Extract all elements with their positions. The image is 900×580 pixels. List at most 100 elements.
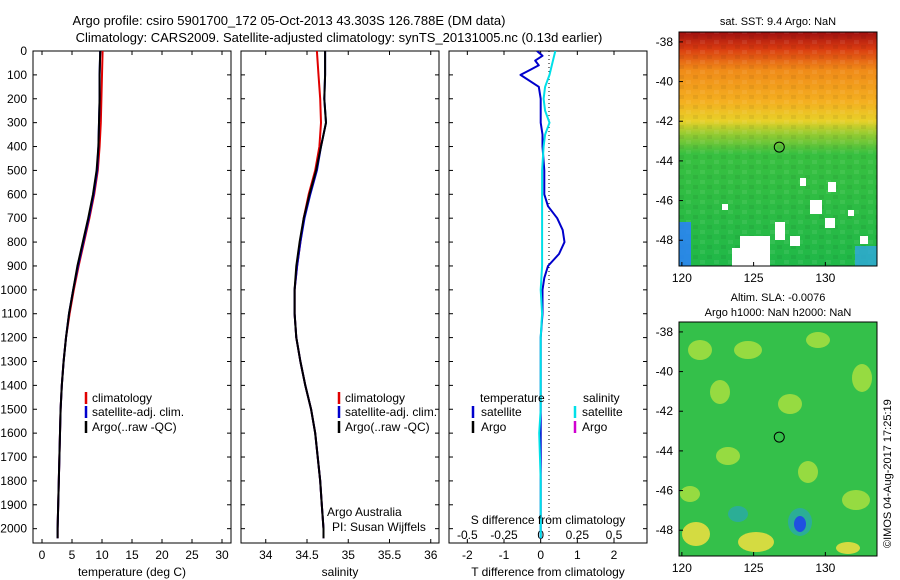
temperature-xlabel: temperature (deg C): [78, 565, 186, 579]
legend-argo: Argo(..raw -QC): [345, 420, 430, 434]
x-tick-label: 25: [185, 548, 199, 562]
x-tick-label: 15: [125, 548, 139, 562]
x-tick-label: 30: [215, 548, 229, 562]
legend-argo: Argo(..raw -QC): [92, 420, 177, 434]
map-x-tick-label: 120: [672, 561, 692, 575]
legend-climatology: climatology: [345, 391, 405, 405]
sla-field: [679, 322, 877, 556]
series-t-satellite: [519, 51, 566, 539]
map-x-tick-label: 130: [815, 271, 835, 285]
legend-t-argo: Argo: [481, 420, 507, 434]
map-y-tick-label: -48: [656, 523, 674, 537]
watermark: ©IMOS 04-Aug-2017 17:25:19: [882, 399, 894, 548]
legend-s-argo: Argo: [582, 420, 608, 434]
x-tick-label: 2: [611, 548, 618, 562]
x-tick-label: 0: [537, 548, 544, 562]
annotation-argo-australia: Argo Australia: [327, 505, 402, 519]
salinity-legend: climatology satellite-adj. clim. Argo(..…: [337, 391, 437, 434]
x-tick-label: 35.5: [378, 548, 402, 562]
sst-frame: [678, 31, 878, 267]
map-y-tick-label: -38: [656, 35, 674, 49]
y-tick-label: 200: [7, 92, 27, 106]
series-s-satellite: [538, 51, 557, 539]
y-tick-label: 2000: [0, 522, 27, 536]
s-difference-label: S difference from climatology: [471, 513, 626, 527]
y-tick-label: 1400: [0, 378, 27, 392]
y-tick-label: 600: [7, 187, 27, 201]
map-y-tick-label: -42: [656, 114, 674, 128]
sla-high-patches: [680, 332, 872, 510]
header-title: Argo profile: csiro 5901700_172 05-Oct-2…: [73, 13, 506, 28]
x-tick-label: -0.25: [490, 528, 518, 542]
x-tick-label: 5: [69, 548, 76, 562]
x-tick-label: 10: [95, 548, 109, 562]
x-tick-label: -1: [499, 548, 510, 562]
salinity-axes: [240, 50, 440, 544]
series-argo: [56, 51, 102, 539]
map-x-tick-label: 120: [672, 271, 692, 285]
map-y-tick-label: -42: [656, 404, 674, 418]
map-x-tick-label: 130: [815, 561, 835, 575]
sla-map-title: Altim. SLA: -0.0076: [731, 292, 826, 304]
salinity-xlabel: salinity: [322, 565, 359, 579]
x-tick-label: -2: [462, 548, 473, 562]
y-tick-label: 1500: [0, 402, 27, 416]
sla-map: [678, 321, 878, 557]
x-tick-label: 34.5: [295, 548, 319, 562]
legend-t-satellite: satellite: [481, 405, 522, 419]
series-argo: [293, 51, 327, 539]
sst-argo-marker: [773, 141, 785, 153]
sst-cool-patch: [855, 246, 877, 266]
series-satellite: [56, 51, 102, 539]
map-y-tick-label: -44: [656, 154, 674, 168]
y-tick-label: 1800: [0, 474, 27, 488]
y-tick-label: 400: [7, 140, 27, 154]
temperature-axes: [32, 50, 232, 544]
map-y-tick-label: -38: [656, 325, 674, 339]
difference-axes: [448, 50, 648, 544]
x-tick-label: 34: [259, 548, 273, 562]
y-tick-label: 800: [7, 235, 27, 249]
y-tick-label: 900: [7, 259, 27, 273]
x-tick-label: -0.5: [457, 528, 478, 542]
map-x-tick-label: 125: [744, 271, 764, 285]
map-y-tick-label: -46: [656, 194, 674, 208]
x-tick-label: 1: [574, 548, 581, 562]
x-tick-label: 20: [155, 548, 169, 562]
difference-legend: temperature salinity satellite Argo sate…: [471, 391, 623, 434]
difference-xlabel: T difference from climatology: [471, 565, 625, 579]
y-tick-label: 1300: [0, 354, 27, 368]
header-subtitle: Climatology: CARS2009. Satellite-adjuste…: [76, 30, 603, 45]
y-tick-label: 1200: [0, 331, 27, 345]
map-y-tick-label: -46: [656, 484, 674, 498]
y-tick-label: 1600: [0, 426, 27, 440]
map-y-tick-label: -44: [656, 444, 674, 458]
y-tick-label: 500: [7, 163, 27, 177]
x-tick-label: 36: [424, 548, 438, 562]
y-tick-label: 100: [7, 68, 27, 82]
sst-cold-patch: [679, 222, 691, 266]
y-tick-label: 700: [7, 211, 27, 225]
legend-satellite: satellite-adj. clim.: [345, 405, 437, 419]
sla-argo-marker: [773, 431, 785, 443]
map-y-tick-label: -40: [656, 365, 674, 379]
legend-s-satellite: satellite: [582, 405, 623, 419]
sst-map: [678, 31, 878, 267]
x-tick-label: 0: [39, 548, 46, 562]
sla-frame: [678, 321, 878, 557]
sst-missing-data: [722, 178, 868, 266]
sla-map-subtitle: Argo h1000: NaN h2000: NaN: [705, 307, 852, 319]
y-tick-label: 1900: [0, 498, 27, 512]
y-tick-label: 1100: [1, 307, 27, 321]
x-tick-label: 0.25: [566, 528, 590, 542]
map-x-tick-label: 125: [744, 561, 764, 575]
annotation-pi: PI: Susan Wijffels: [332, 520, 426, 534]
map-y-tick-label: -40: [656, 75, 674, 89]
legend-title-salinity: salinity: [583, 391, 620, 405]
y-tick-label: 300: [7, 116, 27, 130]
y-tick-label: 1700: [0, 450, 27, 464]
x-tick-label: 0.5: [606, 528, 623, 542]
sla-min-patch: [794, 516, 806, 532]
x-tick-label: 35: [342, 548, 356, 562]
